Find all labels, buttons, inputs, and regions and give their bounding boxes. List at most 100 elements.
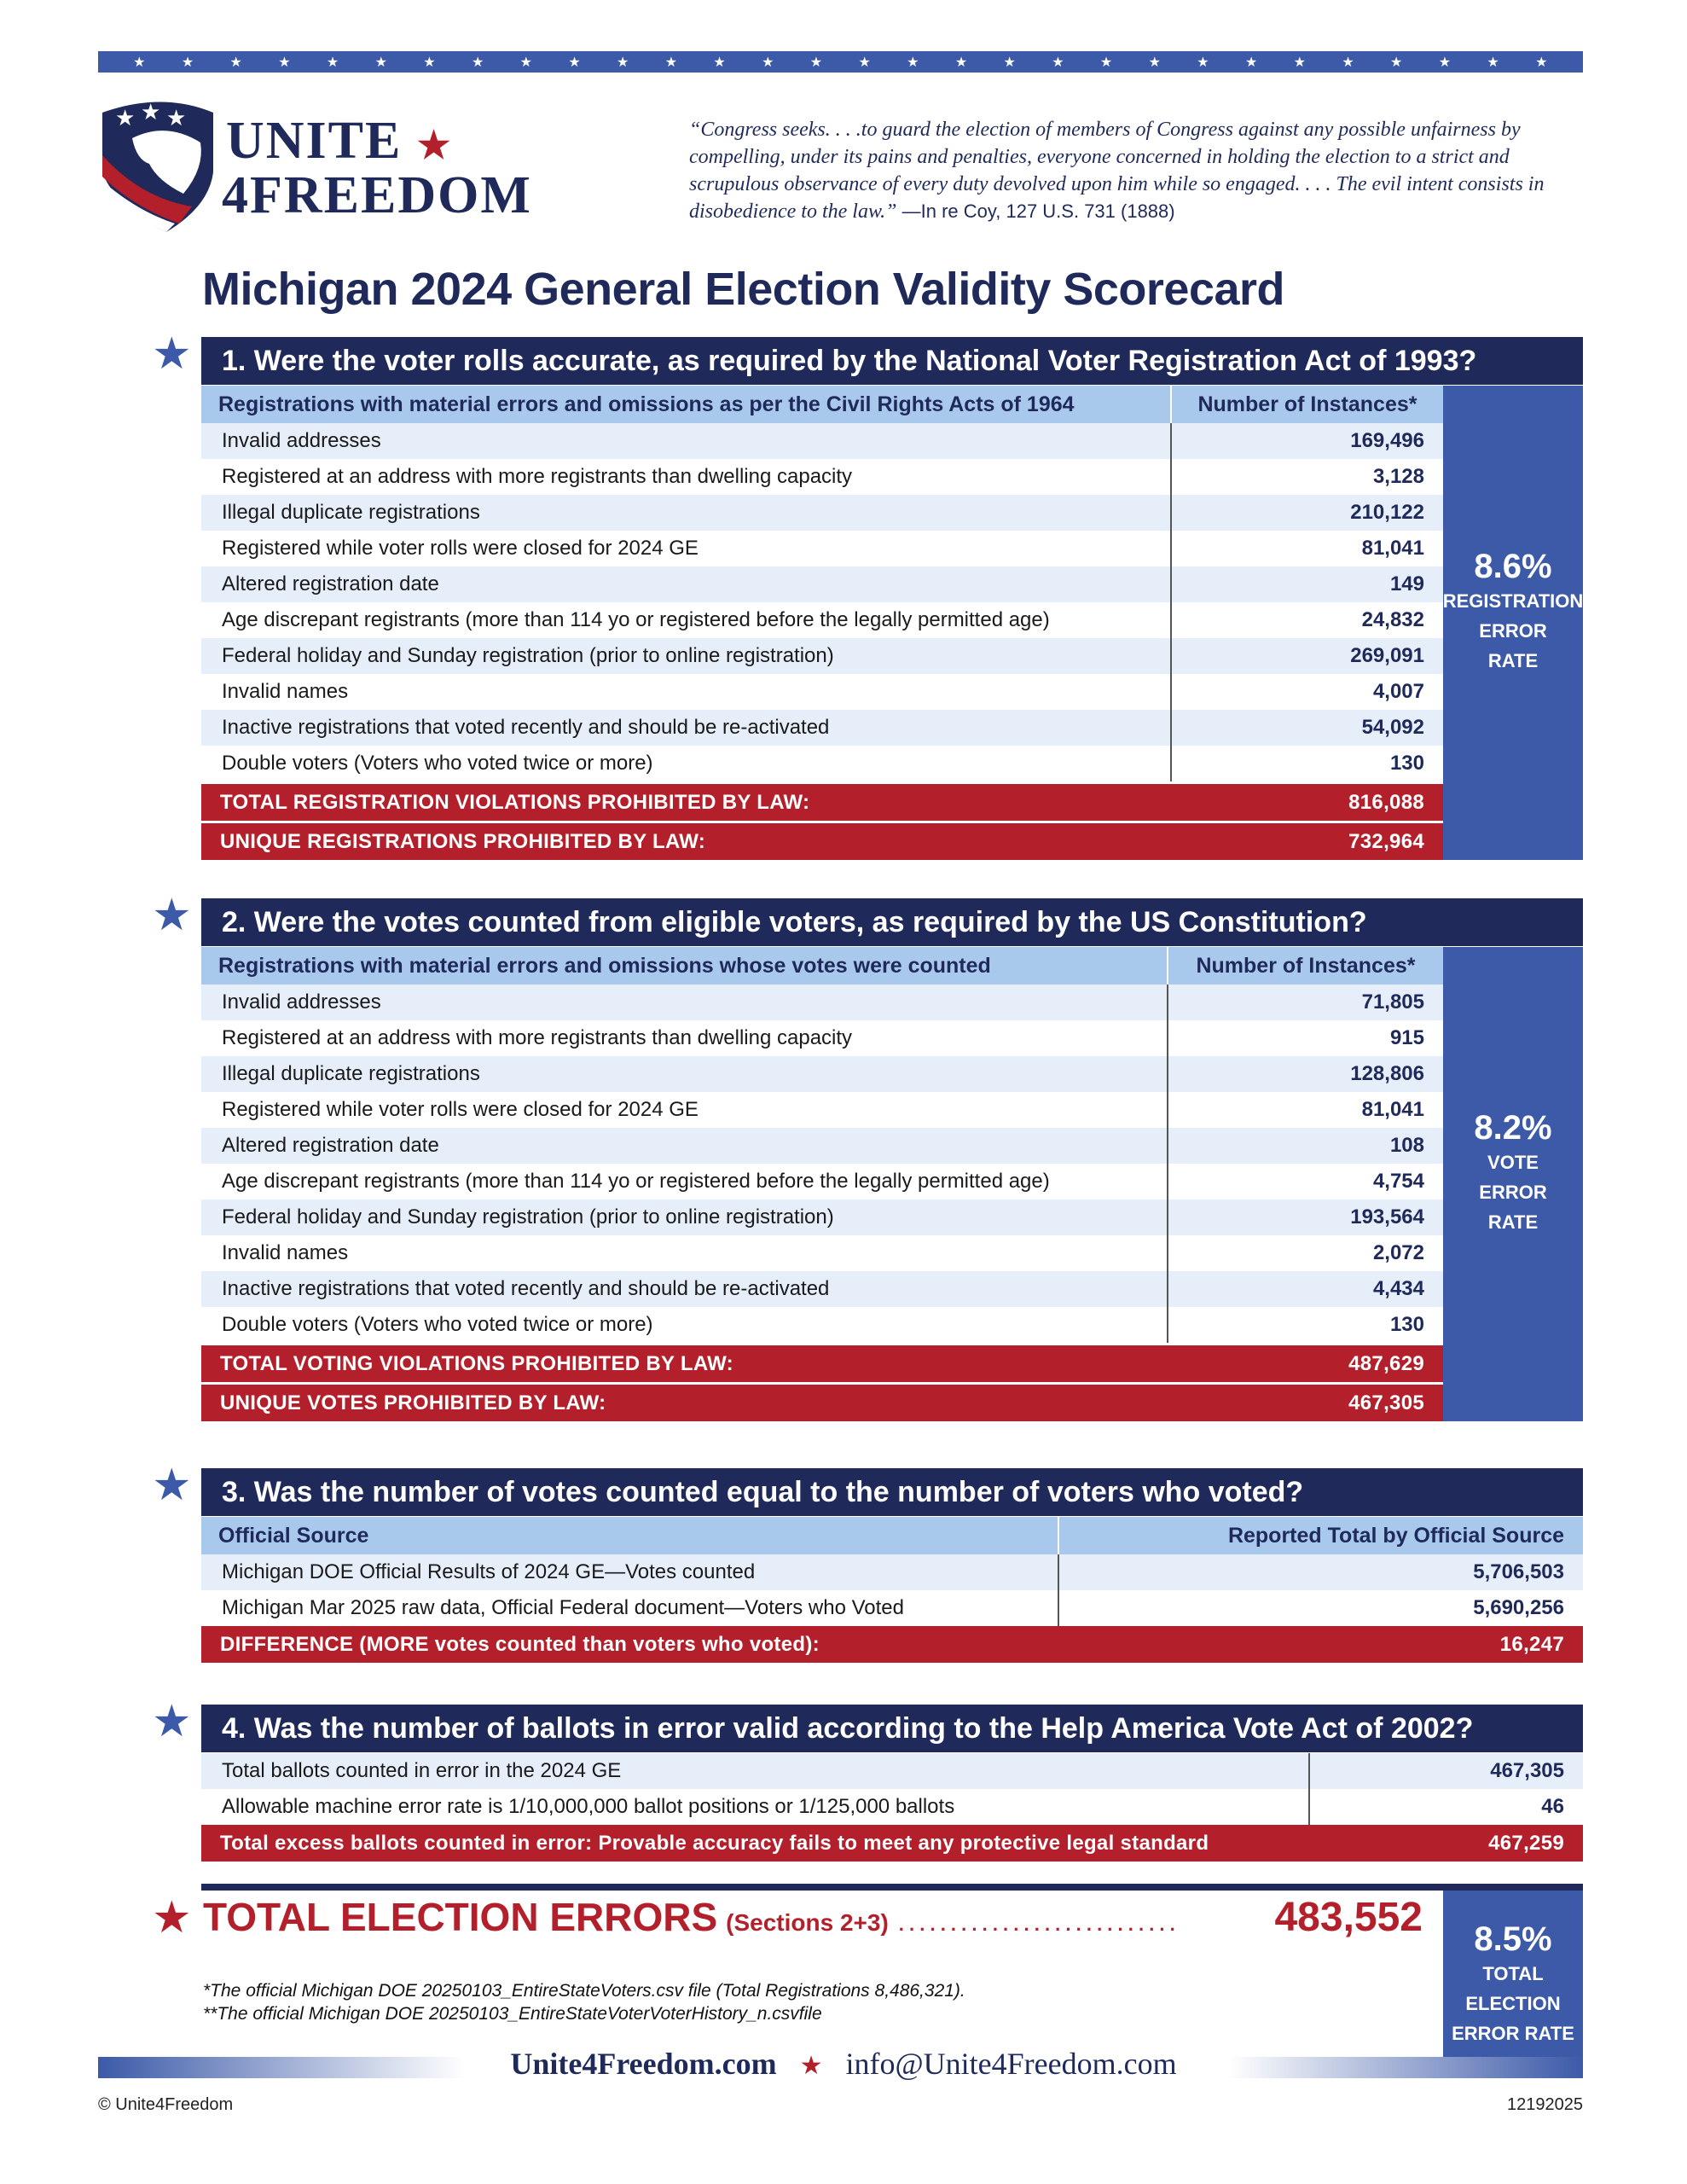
grand-total: TOTAL ELECTION ERRORS (Sections 2+3) . .… bbox=[203, 1894, 1423, 1941]
row-value: 4,754 bbox=[1167, 1164, 1443, 1199]
star-icon: ★ bbox=[1197, 55, 1209, 70]
star-icon: ★ bbox=[1003, 55, 1016, 70]
row-label: Invalid addresses bbox=[222, 429, 381, 452]
star-icon: ★ bbox=[568, 55, 581, 70]
table-row: Double voters (Voters who voted twice or… bbox=[201, 1307, 1443, 1343]
star-icon: ★ bbox=[152, 891, 192, 940]
total-label: DIFFERENCE (MORE votes counted than vote… bbox=[220, 1632, 820, 1656]
row-value: 46 bbox=[1308, 1789, 1583, 1825]
rate-caption: TOTAL bbox=[1482, 1963, 1544, 1984]
star-icon: ★ bbox=[1244, 55, 1258, 70]
total-value: 816,088 bbox=[1348, 790, 1424, 814]
row-value: 24,832 bbox=[1170, 602, 1443, 638]
grand-total-value: 483,552 bbox=[1274, 1895, 1423, 1940]
column-label: Official Source bbox=[218, 1523, 369, 1548]
row-label: Illegal duplicate registrations bbox=[222, 1062, 480, 1085]
column-label: Registrations with material errors and o… bbox=[218, 953, 991, 978]
logo-unite: UNITE ★ bbox=[226, 112, 453, 170]
table-row: Age discrepant registrants (more than 11… bbox=[201, 602, 1443, 638]
email-link[interactable]: info@Unite4Freedom.com bbox=[845, 2047, 1177, 2081]
rate-caption: ERROR bbox=[1479, 1182, 1547, 1203]
table-row: Registered while voter rolls were closed… bbox=[201, 531, 1443, 566]
column-label: Registrations with material errors and o… bbox=[218, 392, 1075, 416]
grand-total-label: TOTAL ELECTION ERRORS bbox=[203, 1895, 718, 1939]
total-row: Total excess ballots counted in error: P… bbox=[201, 1825, 1583, 1862]
website-link[interactable]: Unite4Freedom.com bbox=[510, 2047, 777, 2081]
star-icon: ★ bbox=[152, 1461, 192, 1510]
rate-caption: ERROR RATE bbox=[1452, 2023, 1574, 2044]
star-icon: ★ bbox=[152, 1893, 192, 1943]
table-row: Michigan DOE Official Results of 2024 GE… bbox=[201, 1554, 1583, 1590]
footnote: *The official Michigan DOE 20250103_Enti… bbox=[203, 1981, 965, 2001]
logo: ★ ★ ★ UNITE ★ 4FREEDOM bbox=[98, 96, 601, 232]
error-rate-panel: 8.2% VOTE ERROR RATE bbox=[1443, 947, 1583, 1421]
row-label: Altered registration date bbox=[222, 572, 439, 595]
rate-caption: ERROR bbox=[1479, 620, 1547, 642]
total-label: UNIQUE VOTES PROHIBITED BY LAW: bbox=[220, 1391, 606, 1414]
table-row: Registered at an address with more regis… bbox=[201, 1020, 1443, 1056]
row-label: Double voters (Voters who voted twice or… bbox=[222, 752, 653, 775]
section-table: Registrations with material errors and o… bbox=[201, 947, 1443, 1421]
row-value: 915 bbox=[1167, 1020, 1443, 1056]
row-label: Invalid names bbox=[222, 680, 349, 703]
star-icon: ★ bbox=[326, 55, 339, 70]
eagle-shield-icon: ★ ★ ★ bbox=[102, 99, 213, 232]
svg-text:★: ★ bbox=[166, 105, 186, 131]
rate-caption: RATE bbox=[1487, 650, 1539, 671]
footer-contact: Unite4Freedom.com ★ info@Unite4Freedom.c… bbox=[0, 2046, 1687, 2082]
table-row: Invalid names 2,072 bbox=[201, 1235, 1443, 1271]
star-icon: ★ bbox=[229, 55, 242, 70]
column-value-label: Reported Total by Official Source bbox=[1058, 1517, 1583, 1554]
table-row: Altered registration date 108 bbox=[201, 1128, 1443, 1164]
row-label: Inactive registrations that voted recent… bbox=[222, 716, 830, 739]
footer-band bbox=[1228, 2057, 1583, 2078]
column-value-label: Number of Instances* bbox=[1170, 386, 1443, 423]
star-icon: ★ bbox=[1148, 55, 1161, 70]
doc-code: 12192025 bbox=[1507, 2095, 1583, 2114]
star-icon: ★ bbox=[181, 55, 194, 70]
star-icon: ★ bbox=[664, 55, 678, 70]
rate-caption: REGISTRATION bbox=[1442, 590, 1584, 612]
row-label: Inactive registrations that voted recent… bbox=[222, 1277, 830, 1300]
page-title: Michigan 2024 General Election Validity … bbox=[202, 264, 1285, 315]
divider bbox=[201, 1884, 1583, 1891]
table-body: Total ballots counted in error in the 20… bbox=[201, 1753, 1583, 1825]
star-icon: ★ bbox=[1293, 55, 1307, 70]
star-icon: ★ bbox=[1342, 55, 1354, 70]
star-icon: ★ bbox=[858, 55, 871, 70]
rate-caption: RATE bbox=[1487, 1211, 1539, 1233]
row-label: Allowable machine error rate is 1/10,000… bbox=[222, 1795, 955, 1818]
error-rate-panel: 8.6% REGISTRATION ERROR RATE bbox=[1443, 386, 1583, 860]
footnotes: *The official Michigan DOE 20250103_Enti… bbox=[203, 1979, 965, 2025]
rate-caption: VOTE bbox=[1487, 1152, 1539, 1173]
star-icon: ★ bbox=[374, 55, 387, 70]
table-row: Invalid names 4,007 bbox=[201, 674, 1443, 710]
total-value: 16,247 bbox=[1499, 1632, 1564, 1656]
total-value: 732,964 bbox=[1348, 829, 1424, 853]
section-table: Official Source Reported Total by Officia… bbox=[201, 1517, 1583, 1663]
row-label: Registered at an address with more regis… bbox=[222, 1026, 853, 1049]
row-value: 71,805 bbox=[1167, 985, 1443, 1020]
table-row: Federal holiday and Sunday registration … bbox=[201, 1199, 1443, 1235]
table-body: Invalid addresses 169,496 Registered at an… bbox=[201, 423, 1443, 781]
row-label: Registered at an address with more regis… bbox=[222, 465, 853, 488]
row-value: 4,007 bbox=[1170, 674, 1443, 710]
column-value-label: Number of Instances* bbox=[1167, 947, 1443, 985]
table-row: Inactive registrations that voted recent… bbox=[201, 1271, 1443, 1307]
star-icon: ★ bbox=[133, 55, 146, 70]
star-icon: ★ bbox=[423, 55, 436, 70]
row-value: 130 bbox=[1170, 746, 1443, 781]
row-value: 149 bbox=[1170, 566, 1443, 602]
star-icon: ★ bbox=[907, 55, 919, 70]
row-value: 193,564 bbox=[1167, 1199, 1443, 1235]
total-label: Total excess ballots counted in error: P… bbox=[220, 1831, 1209, 1855]
star-icon: ★ bbox=[762, 55, 774, 70]
table-row: Invalid addresses 169,496 bbox=[201, 423, 1443, 459]
row-value: 4,434 bbox=[1167, 1271, 1443, 1307]
total-rate-panel: 8.5% TOTAL ELECTION ERROR RATE bbox=[1443, 1891, 1583, 2078]
star-icon: ★ bbox=[713, 55, 726, 70]
total-row: TOTAL VOTING VIOLATIONS PROHIBITED BY LA… bbox=[201, 1345, 1443, 1382]
row-label: Invalid names bbox=[222, 1241, 349, 1264]
row-value: 269,091 bbox=[1170, 638, 1443, 674]
total-label: TOTAL VOTING VIOLATIONS PROHIBITED BY LA… bbox=[220, 1351, 733, 1375]
